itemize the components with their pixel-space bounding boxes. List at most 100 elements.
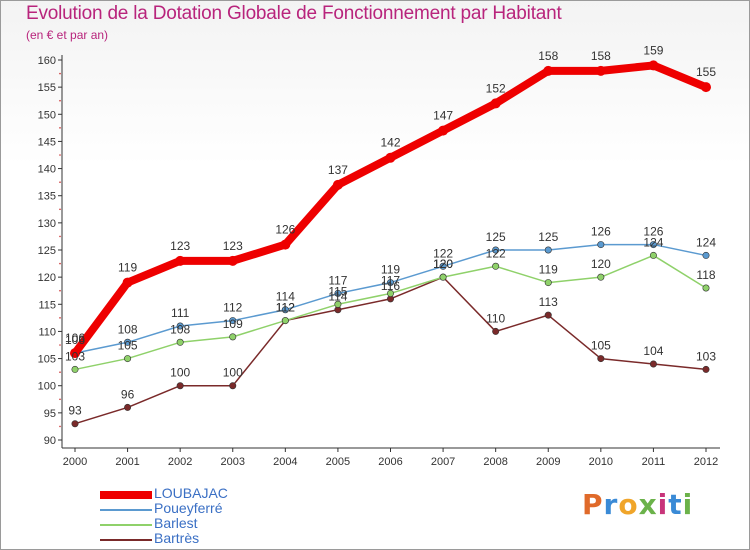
data-label-loubajac: 147 xyxy=(433,109,453,123)
y-tick-label: 115 xyxy=(38,299,56,311)
data-point-barlest xyxy=(386,289,394,297)
y-tick-label: 125 xyxy=(38,245,56,257)
data-point-bartres xyxy=(176,382,184,390)
x-tick-label: 2011 xyxy=(642,456,666,468)
y-tick-label: 120 xyxy=(38,272,56,284)
data-label-loubajac: 142 xyxy=(380,136,400,150)
data-point-poueyferre xyxy=(492,246,500,254)
legend-label-barlest: Barlest xyxy=(154,515,198,531)
logo-letter: t xyxy=(668,488,683,521)
data-point-loubajac xyxy=(490,98,501,109)
data-point-loubajac xyxy=(543,65,554,76)
data-point-bartres xyxy=(649,360,657,368)
data-point-bartres xyxy=(229,382,237,390)
logo-letter: o xyxy=(618,488,639,521)
y-minor-tick xyxy=(59,235,61,238)
data-point-poueyferre xyxy=(229,317,237,325)
data-label-bartres: 104 xyxy=(643,344,663,358)
data-label-bartres: 112 xyxy=(276,301,295,315)
chart-subtitle: (en € et par an) xyxy=(26,28,109,42)
legend-swatch-poueyferre xyxy=(100,509,152,511)
y-tick-label: 135 xyxy=(38,191,56,203)
data-label-barlest: 122 xyxy=(486,246,506,260)
data-point-barlest xyxy=(334,300,342,308)
y-minor-tick xyxy=(59,398,61,401)
y-tick-label: 90 xyxy=(44,435,56,447)
data-point-barlest xyxy=(176,338,184,346)
data-point-poueyferre xyxy=(544,246,552,254)
data-point-loubajac xyxy=(648,60,659,71)
y-tick-label: 95 xyxy=(44,408,56,420)
data-label-poueyferre: 108 xyxy=(118,322,138,336)
data-label-bartres: 120 xyxy=(433,257,453,271)
x-tick-label: 2004 xyxy=(273,456,297,468)
data-point-poueyferre xyxy=(281,306,289,314)
data-label-loubajac: 158 xyxy=(538,49,558,63)
data-label-loubajac: 152 xyxy=(486,81,506,95)
y-minor-tick xyxy=(59,371,61,373)
y-minor-tick xyxy=(59,72,61,75)
data-label-loubajac: 159 xyxy=(643,43,663,57)
data-point-bartres xyxy=(71,420,79,428)
data-point-barlest xyxy=(649,251,657,259)
data-label-barlest: 112 xyxy=(276,301,295,315)
logo-letter: x xyxy=(638,488,658,521)
legend-swatch-bartres xyxy=(100,539,152,541)
y-minor-tick xyxy=(59,208,61,211)
data-point-loubajac xyxy=(595,65,606,76)
logo-letter: i xyxy=(682,488,694,521)
data-label-barlest: 118 xyxy=(696,268,715,282)
data-point-loubajac xyxy=(122,277,133,288)
y-tick-label: 105 xyxy=(38,354,56,366)
data-label-bartres: 110 xyxy=(486,311,505,325)
data-label-poueyferre: 117 xyxy=(328,273,347,287)
y-minor-tick xyxy=(59,425,61,428)
y-minor-tick xyxy=(59,181,61,183)
data-point-barlest xyxy=(597,273,605,281)
y-tick-label: 155 xyxy=(38,82,56,94)
data-label-poueyferre: 112 xyxy=(223,301,242,315)
x-tick-label: 2005 xyxy=(326,456,350,468)
y-minor-tick xyxy=(59,154,61,156)
data-label-poueyferre: 106 xyxy=(65,333,85,347)
data-label-poueyferre: 122 xyxy=(433,246,453,260)
x-tick-label: 2001 xyxy=(115,456,139,468)
legend-label-bartres: Bartrès xyxy=(154,530,200,546)
logo-letter: i xyxy=(657,488,669,521)
data-point-barlest xyxy=(439,273,447,281)
x-tick-label: 2008 xyxy=(483,456,507,468)
data-label-bartres: 93 xyxy=(68,404,82,418)
y-minor-tick xyxy=(59,127,61,129)
data-label-loubajac: 123 xyxy=(223,239,243,253)
data-label-barlest: 120 xyxy=(591,257,611,271)
data-point-poueyferre xyxy=(702,251,710,259)
data-label-barlest: 109 xyxy=(223,317,243,331)
data-label-bartres: 96 xyxy=(121,387,135,401)
x-tick-label: 2009 xyxy=(536,456,560,468)
x-tick-label: 2006 xyxy=(378,456,402,468)
data-label-loubajac: 119 xyxy=(118,261,137,275)
data-point-loubajac xyxy=(385,152,396,163)
data-label-barlest: 105 xyxy=(118,339,138,353)
data-point-poueyferre xyxy=(439,262,447,270)
data-label-barlest: 119 xyxy=(539,263,558,277)
data-label-bartres: 100 xyxy=(223,366,243,380)
y-minor-tick xyxy=(59,317,61,319)
legend-label-poueyferre: Poueyferré xyxy=(154,500,223,516)
data-label-bartres: 113 xyxy=(539,295,558,309)
y-minor-tick xyxy=(59,99,61,102)
data-point-loubajac xyxy=(227,255,238,266)
y-tick-label: 140 xyxy=(38,164,56,176)
data-label-poueyferre: 125 xyxy=(486,230,506,244)
y-tick-label: 130 xyxy=(38,218,56,230)
data-point-bartres xyxy=(597,355,605,363)
data-label-loubajac: 106 xyxy=(65,331,85,345)
data-point-bartres xyxy=(544,311,552,319)
data-point-loubajac xyxy=(280,239,291,250)
data-label-barlest: 120 xyxy=(433,257,453,271)
x-tick-label: 2010 xyxy=(589,456,613,468)
data-label-poueyferre: 126 xyxy=(591,225,611,239)
data-point-loubajac xyxy=(332,179,343,190)
data-point-barlest xyxy=(124,355,132,363)
